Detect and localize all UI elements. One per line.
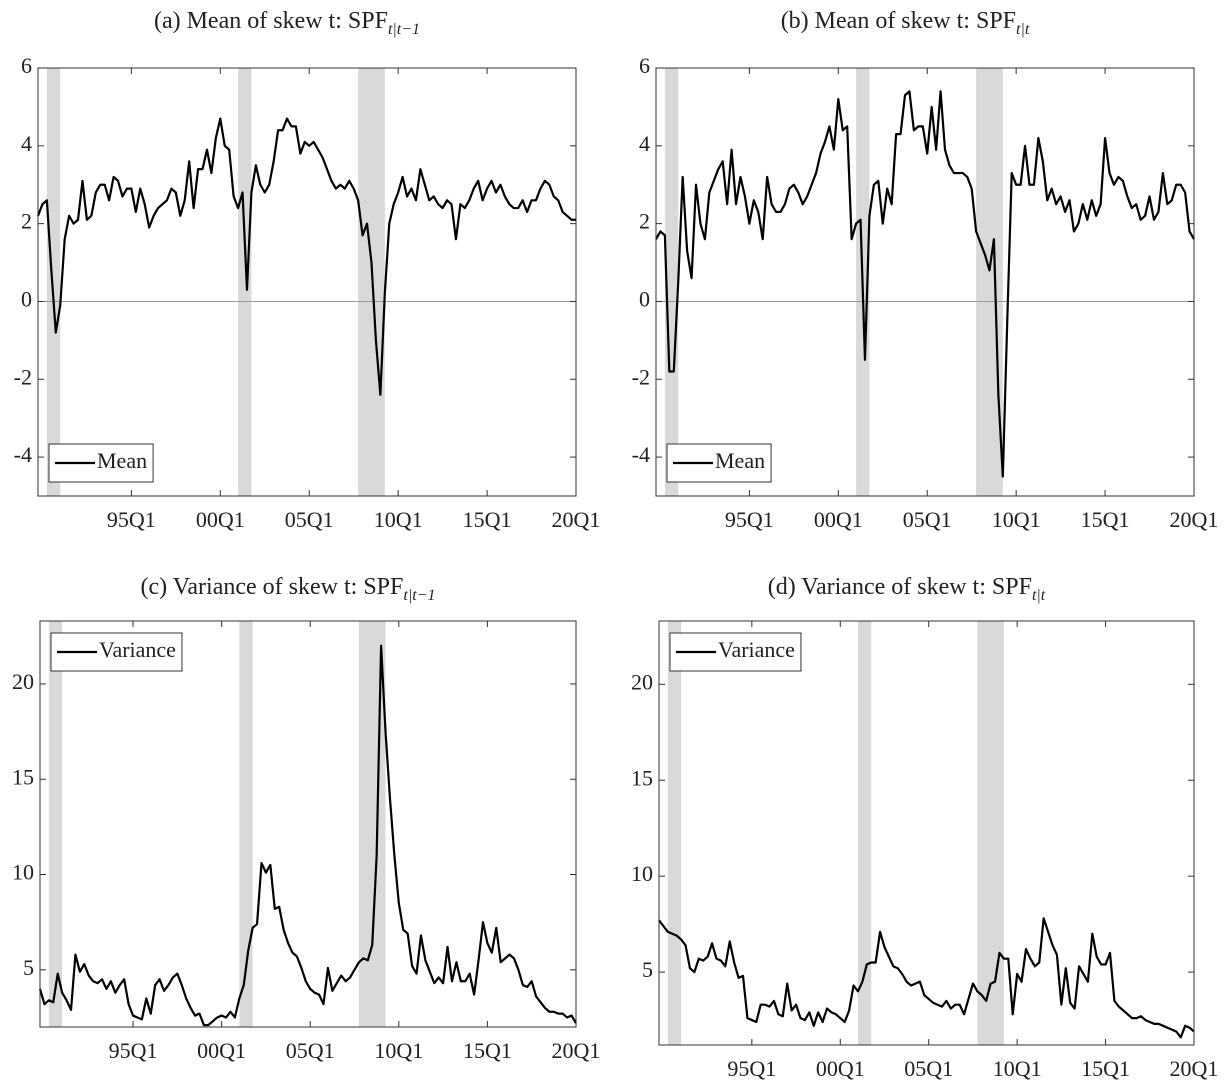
panel-title: (d) Variance of skew t: SPFt|t (768, 574, 1046, 605)
recession-band (358, 68, 385, 496)
y-tick-label: -4 (632, 442, 650, 467)
plot-area (656, 68, 1194, 496)
x-tick-label: 10Q1 (374, 507, 423, 532)
y-tick-label: -4 (14, 442, 32, 467)
plot-frame (655, 67, 1195, 497)
series-line (36, 117, 576, 396)
y-tick-label: 10 (631, 861, 653, 886)
plot-frame (658, 620, 1195, 1046)
series-line (658, 917, 1195, 1039)
x-tick-label: 10Q1 (993, 1056, 1042, 1081)
y-tick-label: 5 (23, 955, 34, 980)
x-tick-label: 20Q1 (1170, 1056, 1219, 1081)
y-tick-label: -2 (632, 364, 650, 389)
x-tick-label: 15Q1 (1081, 1056, 1130, 1081)
title-subscript: t|t−1 (403, 587, 435, 604)
recession-band (664, 68, 679, 496)
recession-band (48, 621, 63, 1027)
y-tick-label: 15 (12, 764, 34, 789)
y-tick-label: 0 (639, 287, 650, 312)
recession-band (46, 68, 61, 496)
title-subscript: t|t (1016, 21, 1030, 38)
panel: (d) Variance of skew t: SPFt|t 5 10 15 20 95Q… (631, 574, 1218, 1082)
x-tick-label: 95Q1 (725, 507, 774, 532)
title-text: (c) Variance of skew t: SPF (141, 574, 404, 600)
y-tick-label: 6 (639, 53, 650, 78)
legend-label: Variance (718, 637, 795, 662)
y-tick-label: 6 (21, 53, 32, 78)
plot-frame (37, 67, 577, 497)
x-tick-label: 05Q1 (903, 507, 952, 532)
x-tick-label: 20Q1 (552, 507, 601, 532)
recession-band (857, 621, 872, 1045)
title-subscript: t|t−1 (388, 21, 420, 38)
plot-area (38, 68, 576, 496)
x-tick-label: 95Q1 (727, 1056, 776, 1081)
x-tick-label: 20Q1 (1170, 507, 1219, 532)
x-tick-label: 15Q1 (463, 507, 512, 532)
legend-label: Variance (99, 637, 176, 662)
panel: (b) Mean of skew t: SPFt|t -4 -2 0 2 4 6 95Q1 00… (632, 8, 1219, 533)
x-tick-label: 00Q1 (196, 507, 245, 532)
title-subscript: t|t (1032, 587, 1046, 604)
x-tick-label: 05Q1 (286, 1038, 335, 1063)
recession-band (977, 621, 1004, 1045)
y-tick-label: 15 (631, 765, 653, 790)
recession-band (358, 621, 386, 1027)
legend: Variance (50, 632, 183, 672)
y-tick-label: 10 (12, 860, 34, 885)
y-tick-label: 2 (21, 209, 32, 234)
x-tick-label: 20Q1 (552, 1038, 601, 1063)
y-tick-label: 2 (639, 209, 650, 234)
y-tick-label: 0 (21, 287, 32, 312)
title-text: (d) Variance of skew t: SPF (768, 574, 1032, 600)
x-tick-label: 15Q1 (463, 1038, 512, 1063)
plot-area (659, 621, 1194, 1045)
legend: Variance (669, 632, 802, 672)
x-tick-label: 10Q1 (374, 1038, 423, 1063)
panel-title: (b) Mean of skew t: SPFt|t (781, 8, 1030, 39)
x-tick-label: 00Q1 (814, 507, 863, 532)
y-tick-label: 20 (631, 669, 653, 694)
y-tick-label: 4 (21, 131, 32, 156)
x-tick-label: 10Q1 (992, 507, 1041, 532)
x-tick-label: 95Q1 (109, 1038, 158, 1063)
legend-label: Mean (97, 448, 147, 473)
y-tick-label: 4 (639, 131, 650, 156)
series-line (655, 90, 1195, 478)
legend: Mean (48, 443, 154, 483)
panel: (c) Variance of skew t: SPFt|t−1 5 10 15 20 9… (12, 574, 600, 1064)
recession-band (239, 621, 253, 1027)
x-tick-label: 95Q1 (107, 507, 156, 532)
recession-band (667, 621, 682, 1045)
title-text: (a) Mean of skew t: SPF (154, 8, 388, 34)
y-tick-label: 20 (12, 669, 34, 694)
legend: Mean (666, 443, 772, 483)
plot-area (40, 621, 576, 1027)
recession-band (976, 68, 1003, 496)
recession-band (238, 68, 252, 496)
x-tick-label: 00Q1 (816, 1056, 865, 1081)
plot-frame (39, 620, 577, 1028)
y-tick-label: -2 (14, 364, 32, 389)
x-tick-label: 05Q1 (904, 1056, 953, 1081)
title-text: (b) Mean of skew t: SPF (781, 8, 1016, 34)
series-line (38, 644, 577, 1027)
panel-title: (c) Variance of skew t: SPFt|t−1 (141, 574, 436, 605)
legend-box (48, 443, 154, 483)
panel-title: (a) Mean of skew t: SPFt|t−1 (154, 8, 420, 39)
x-tick-label: 00Q1 (197, 1038, 246, 1063)
legend-label: Mean (715, 448, 765, 473)
x-tick-label: 05Q1 (285, 507, 334, 532)
panel: (a) Mean of skew t: SPFt|t−1 -4 -2 0 2 4 6 95Q1… (14, 8, 601, 533)
x-tick-label: 15Q1 (1081, 507, 1130, 532)
y-tick-label: 5 (642, 957, 653, 982)
